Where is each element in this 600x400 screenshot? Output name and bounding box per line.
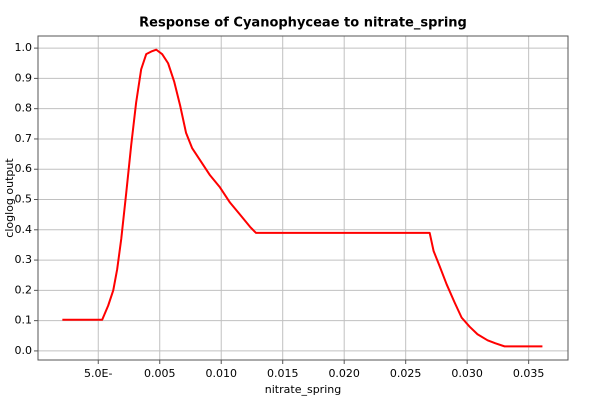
response-line [62, 48, 543, 348]
y-tick-label: 0.8 [15, 102, 33, 115]
y-tick-label: 0.9 [15, 71, 33, 84]
y-tick-label: 0.6 [15, 162, 33, 175]
y-tick-label: 0.4 [15, 223, 33, 236]
x-tick-label: 0.035 [513, 367, 545, 380]
x-tick-label: 0.005 [144, 367, 176, 380]
x-tick-label: 0.020 [328, 367, 360, 380]
y-tick-label: 0.3 [15, 253, 33, 266]
x-tick-label: 0.030 [451, 367, 483, 380]
x-axis-label: nitrate_spring [265, 383, 341, 396]
y-tick-label: 1.0 [15, 41, 33, 54]
chart-title: Response of Cyanophyceae to nitrate_spri… [139, 16, 467, 31]
y-tick-label: 0.2 [15, 283, 33, 296]
x-tick-label: 0.025 [390, 367, 422, 380]
y-tick-label: 0.1 [15, 314, 33, 327]
y-tick-label: 0.7 [15, 132, 33, 145]
y-tick-label: 0.0 [15, 344, 33, 357]
y-axis-label: cloglog output [3, 158, 16, 238]
x-tick-label: 0.010 [205, 367, 237, 380]
x-tick-label: 5.0E- [84, 367, 112, 380]
plot-frame [37, 35, 569, 361]
x-tick-label: 0.015 [267, 367, 299, 380]
y-tick-label: 0.5 [15, 193, 33, 206]
